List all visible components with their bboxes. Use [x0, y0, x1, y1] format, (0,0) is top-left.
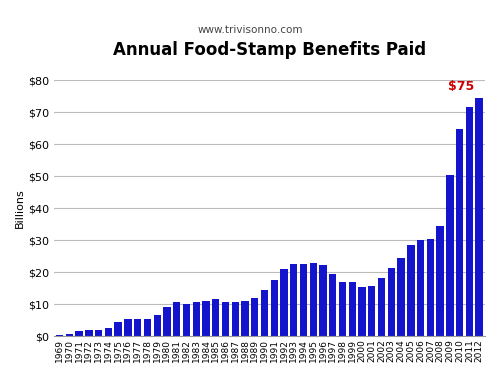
- Y-axis label: Billions: Billions: [15, 188, 25, 228]
- Bar: [358, 287, 366, 336]
- Bar: [476, 98, 483, 336]
- Title: Annual Food-Stamp Benefits Paid: Annual Food-Stamp Benefits Paid: [113, 41, 426, 60]
- Bar: [466, 107, 473, 336]
- Bar: [76, 331, 83, 336]
- Bar: [339, 282, 346, 336]
- Bar: [124, 319, 132, 336]
- Bar: [104, 328, 112, 336]
- Bar: [242, 301, 248, 336]
- Bar: [407, 245, 414, 336]
- Bar: [232, 302, 239, 336]
- Bar: [310, 263, 317, 336]
- Bar: [183, 303, 190, 336]
- Bar: [144, 319, 151, 336]
- Bar: [261, 291, 268, 336]
- Bar: [251, 298, 258, 336]
- Bar: [300, 264, 307, 336]
- Bar: [398, 257, 405, 336]
- Bar: [270, 280, 278, 336]
- Bar: [446, 175, 454, 336]
- Bar: [212, 299, 220, 336]
- Bar: [426, 239, 434, 336]
- Bar: [280, 270, 287, 336]
- Bar: [114, 322, 122, 336]
- Bar: [134, 319, 141, 336]
- Bar: [436, 225, 444, 336]
- Bar: [202, 301, 209, 336]
- Bar: [85, 331, 92, 336]
- Bar: [378, 278, 385, 336]
- Bar: [329, 274, 336, 336]
- Text: www.trivisonno.com: www.trivisonno.com: [197, 25, 303, 35]
- Bar: [192, 302, 200, 336]
- Bar: [388, 268, 395, 336]
- Bar: [348, 282, 356, 336]
- Bar: [154, 316, 161, 336]
- Bar: [164, 307, 170, 336]
- Text: $75: $75: [448, 80, 474, 93]
- Bar: [66, 334, 73, 336]
- Bar: [95, 329, 102, 336]
- Bar: [368, 286, 376, 336]
- Bar: [173, 302, 180, 336]
- Bar: [417, 240, 424, 336]
- Bar: [222, 302, 229, 336]
- Bar: [290, 264, 298, 336]
- Bar: [320, 265, 326, 336]
- Bar: [456, 129, 464, 336]
